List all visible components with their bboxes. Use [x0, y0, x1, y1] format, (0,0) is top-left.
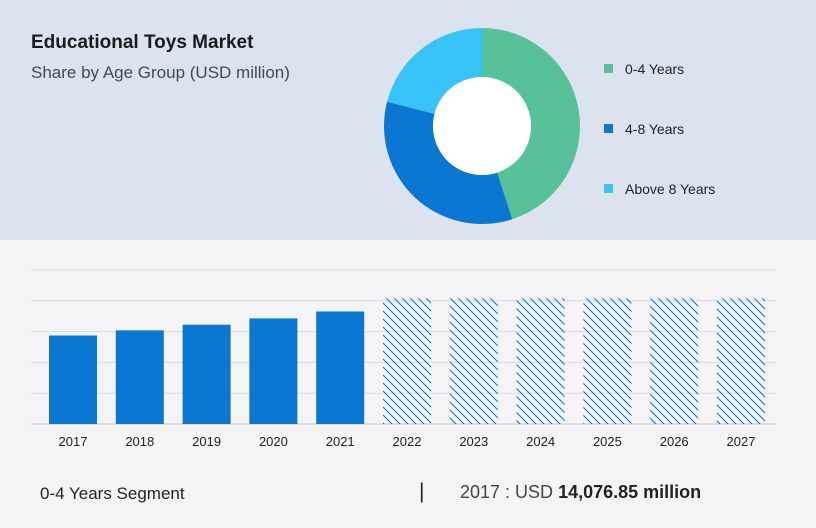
chart-title: Educational Toys Market	[31, 32, 254, 53]
donut-slice-above-8-years	[387, 28, 482, 114]
legend-swatch-0-4	[604, 64, 613, 73]
bar-2020	[249, 318, 298, 424]
bar-2017	[49, 335, 97, 424]
footer-value-amount: 14,076.85 million	[558, 482, 702, 502]
donut-chart	[384, 28, 580, 224]
forecast-bar-2026	[650, 298, 699, 424]
bar-2021	[316, 311, 365, 424]
legend-swatch-above-8	[604, 184, 613, 193]
legend-label-above-8: Above 8 Years	[625, 181, 716, 197]
forecast-bar-2025	[583, 298, 632, 424]
x-tick-label-2023: 2023	[459, 434, 488, 449]
footer-separator: |	[419, 480, 425, 503]
legend-label-0-4: 0-4 Years	[625, 61, 685, 77]
x-tick-label-2026: 2026	[660, 434, 689, 449]
forecast-bar-2027	[717, 298, 765, 424]
x-tick-label-2020: 2020	[259, 434, 288, 449]
donut-slice-0-4-years	[482, 28, 580, 220]
legend-label-4-8: 4-8 Years	[625, 121, 685, 137]
bar-2019	[182, 324, 231, 424]
forecast-bar-2022	[383, 298, 431, 424]
x-tick-label-2018: 2018	[125, 434, 154, 449]
x-tick-label-2024: 2024	[526, 434, 555, 449]
footer-year-label: 2017 : USD	[460, 482, 554, 502]
x-tick-label-2025: 2025	[593, 434, 622, 449]
bar-2018	[115, 330, 164, 424]
x-tick-label-2021: 2021	[326, 434, 355, 449]
forecast-bar-2024	[516, 298, 565, 424]
forecast-bar-2023	[449, 298, 498, 424]
chart-subtitle: Share by Age Group (USD million)	[31, 63, 290, 82]
x-tick-label-2022: 2022	[393, 434, 422, 449]
legend-swatch-4-8	[604, 124, 613, 133]
x-tick-label-2017: 2017	[59, 434, 88, 449]
x-tick-label-2019: 2019	[192, 434, 221, 449]
segment-label: 0-4 Years Segment	[40, 484, 185, 503]
x-tick-label-2027: 2027	[727, 434, 756, 449]
donut-slice-4-8-years	[384, 101, 513, 224]
donut-hole	[433, 77, 531, 175]
footer-value: 2017 : USD 14,076.85 million	[460, 482, 701, 503]
